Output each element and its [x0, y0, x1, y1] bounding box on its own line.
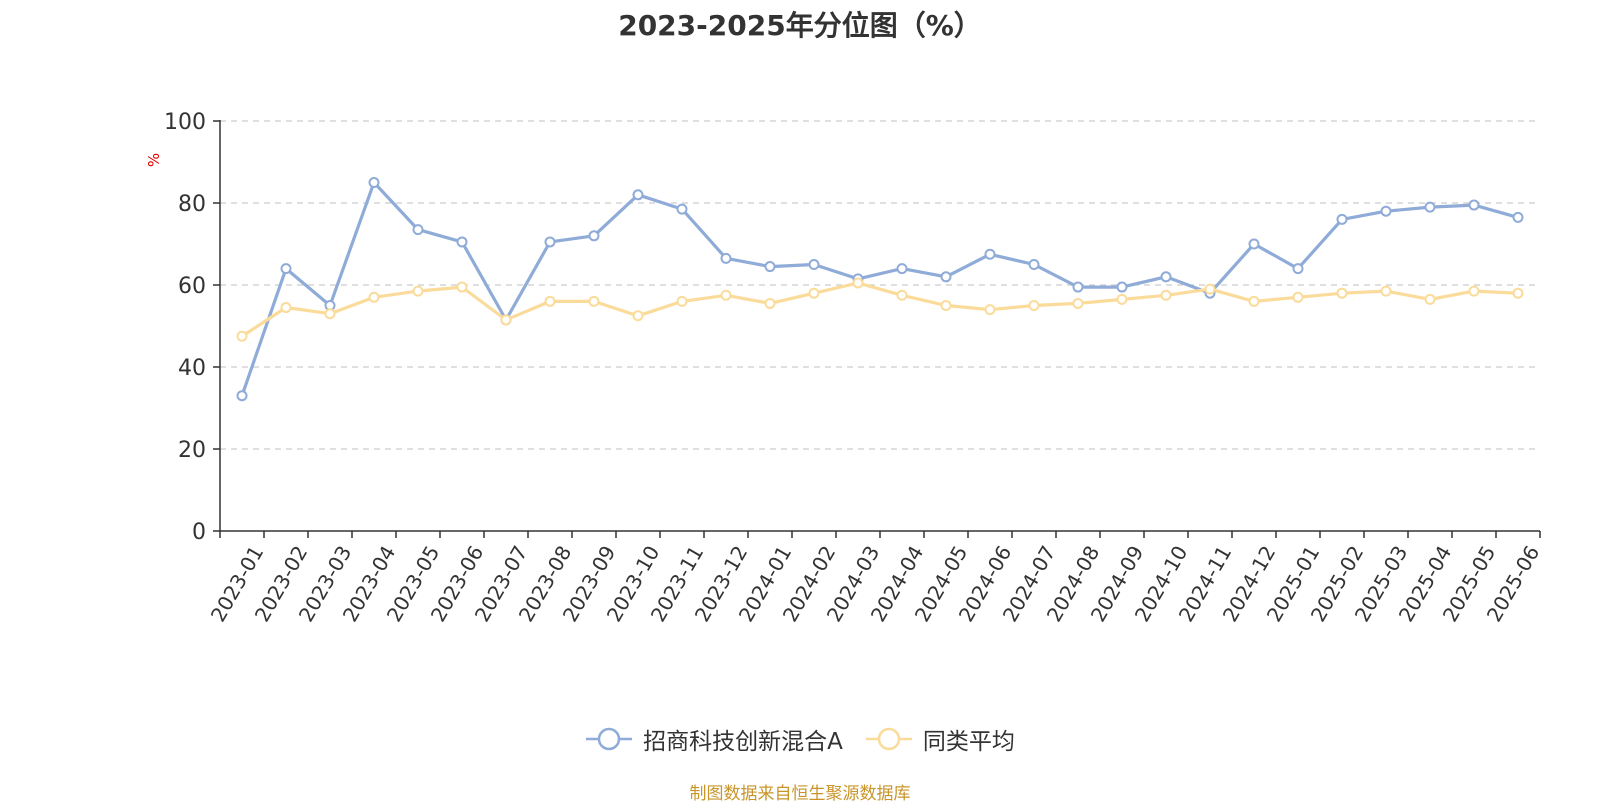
data-point-series-2 — [764, 297, 776, 309]
data-point-series-1 — [412, 224, 424, 236]
data-point-series-2 — [1292, 291, 1304, 303]
data-point-series-2 — [1336, 287, 1348, 299]
legend: 招商科技创新混合A 同类平均 — [0, 722, 1600, 756]
legend-marker-circle — [877, 727, 901, 751]
y-tick-label: 100 — [164, 110, 206, 135]
data-point-series-2 — [852, 277, 864, 289]
y-tick-label: 40 — [178, 356, 206, 381]
data-point-series-1 — [456, 236, 468, 248]
source-note: 制图数据来自恒生聚源数据库 — [689, 784, 911, 804]
data-point-series-1 — [896, 263, 908, 275]
y-tick-label: 60 — [178, 274, 206, 299]
data-point-series-1 — [1116, 281, 1128, 293]
series-line-1 — [240, 180, 1520, 398]
data-point-series-2 — [1380, 285, 1392, 297]
data-point-series-2 — [368, 291, 380, 303]
data-point-series-2 — [940, 300, 952, 311]
y-tick-label: 80 — [178, 192, 206, 217]
data-point-series-1 — [940, 271, 952, 283]
data-point-series-1 — [236, 390, 248, 402]
y-tick-label: 20 — [178, 438, 206, 463]
data-point-series-1 — [808, 259, 820, 270]
data-point-series-2 — [1028, 300, 1040, 311]
data-point-series-2 — [1424, 293, 1436, 305]
data-point-series-1 — [368, 177, 380, 188]
data-point-series-2 — [456, 281, 468, 293]
data-point-series-1 — [544, 236, 556, 248]
data-point-series-1 — [1380, 205, 1392, 217]
data-point-series-1 — [1028, 259, 1040, 270]
data-point-series-2 — [1204, 283, 1216, 295]
data-point-series-2 — [896, 289, 908, 301]
data-point-series-1 — [1512, 211, 1524, 223]
data-point-series-2 — [1160, 289, 1172, 301]
axes — [213, 120, 1541, 538]
data-point-series-1 — [1292, 263, 1304, 275]
data-point-series-1 — [676, 203, 688, 215]
data-point-series-1 — [1248, 238, 1260, 250]
data-point-series-2 — [280, 302, 292, 314]
data-point-series-2 — [984, 304, 996, 316]
y-axis-unit-label: % — [145, 153, 163, 167]
series-points — [236, 177, 1524, 402]
data-point-series-1 — [764, 261, 776, 273]
data-point-series-1 — [1336, 213, 1348, 225]
x-tick-labels: 2023-012023-022023-032023-042023-052023-… — [206, 542, 1545, 626]
data-point-series-2 — [1072, 297, 1084, 309]
grid-lines — [220, 120, 1540, 450]
data-point-series-1 — [632, 189, 644, 201]
series-lines — [240, 180, 1520, 398]
legend-marker-circle — [597, 727, 621, 751]
data-point-series-1 — [1072, 281, 1084, 293]
data-point-series-2 — [500, 314, 512, 326]
data-point-series-2 — [324, 308, 336, 320]
data-point-series-2 — [236, 330, 248, 342]
data-point-series-2 — [808, 287, 820, 299]
data-point-series-2 — [544, 295, 556, 307]
legend-item-2[interactable]: 同类平均 — [865, 722, 1015, 756]
data-point-series-2 — [1116, 293, 1128, 305]
data-point-series-2 — [412, 285, 424, 297]
data-point-series-1 — [1160, 271, 1172, 283]
data-point-series-1 — [1424, 201, 1436, 213]
data-point-series-2 — [1248, 295, 1260, 307]
chart-title: 2023-2025年分位图（%） — [618, 9, 982, 42]
data-point-series-2 — [632, 310, 644, 322]
data-point-series-2 — [1512, 287, 1524, 299]
data-point-series-2 — [676, 295, 688, 307]
data-point-series-2 — [588, 295, 600, 307]
legend-label: 同类平均 — [922, 729, 1015, 755]
legend-item-1[interactable]: 招商科技创新混合A — [585, 722, 843, 756]
data-point-series-1 — [720, 252, 732, 264]
data-point-series-1 — [588, 230, 600, 242]
series-line-2 — [240, 281, 1520, 338]
data-point-series-1 — [984, 248, 996, 260]
legend-label: 招商科技创新混合A — [643, 729, 843, 755]
data-point-series-2 — [720, 289, 732, 301]
legend-marker-icon — [586, 727, 633, 751]
data-point-series-1 — [280, 263, 292, 275]
legend-marker-icon — [865, 727, 912, 751]
y-tick-labels: 0 20 40 60 80 100 — [164, 110, 206, 545]
y-tick-label: 0 — [192, 520, 206, 545]
data-point-series-1 — [1468, 199, 1480, 211]
data-point-series-2 — [1468, 285, 1480, 297]
